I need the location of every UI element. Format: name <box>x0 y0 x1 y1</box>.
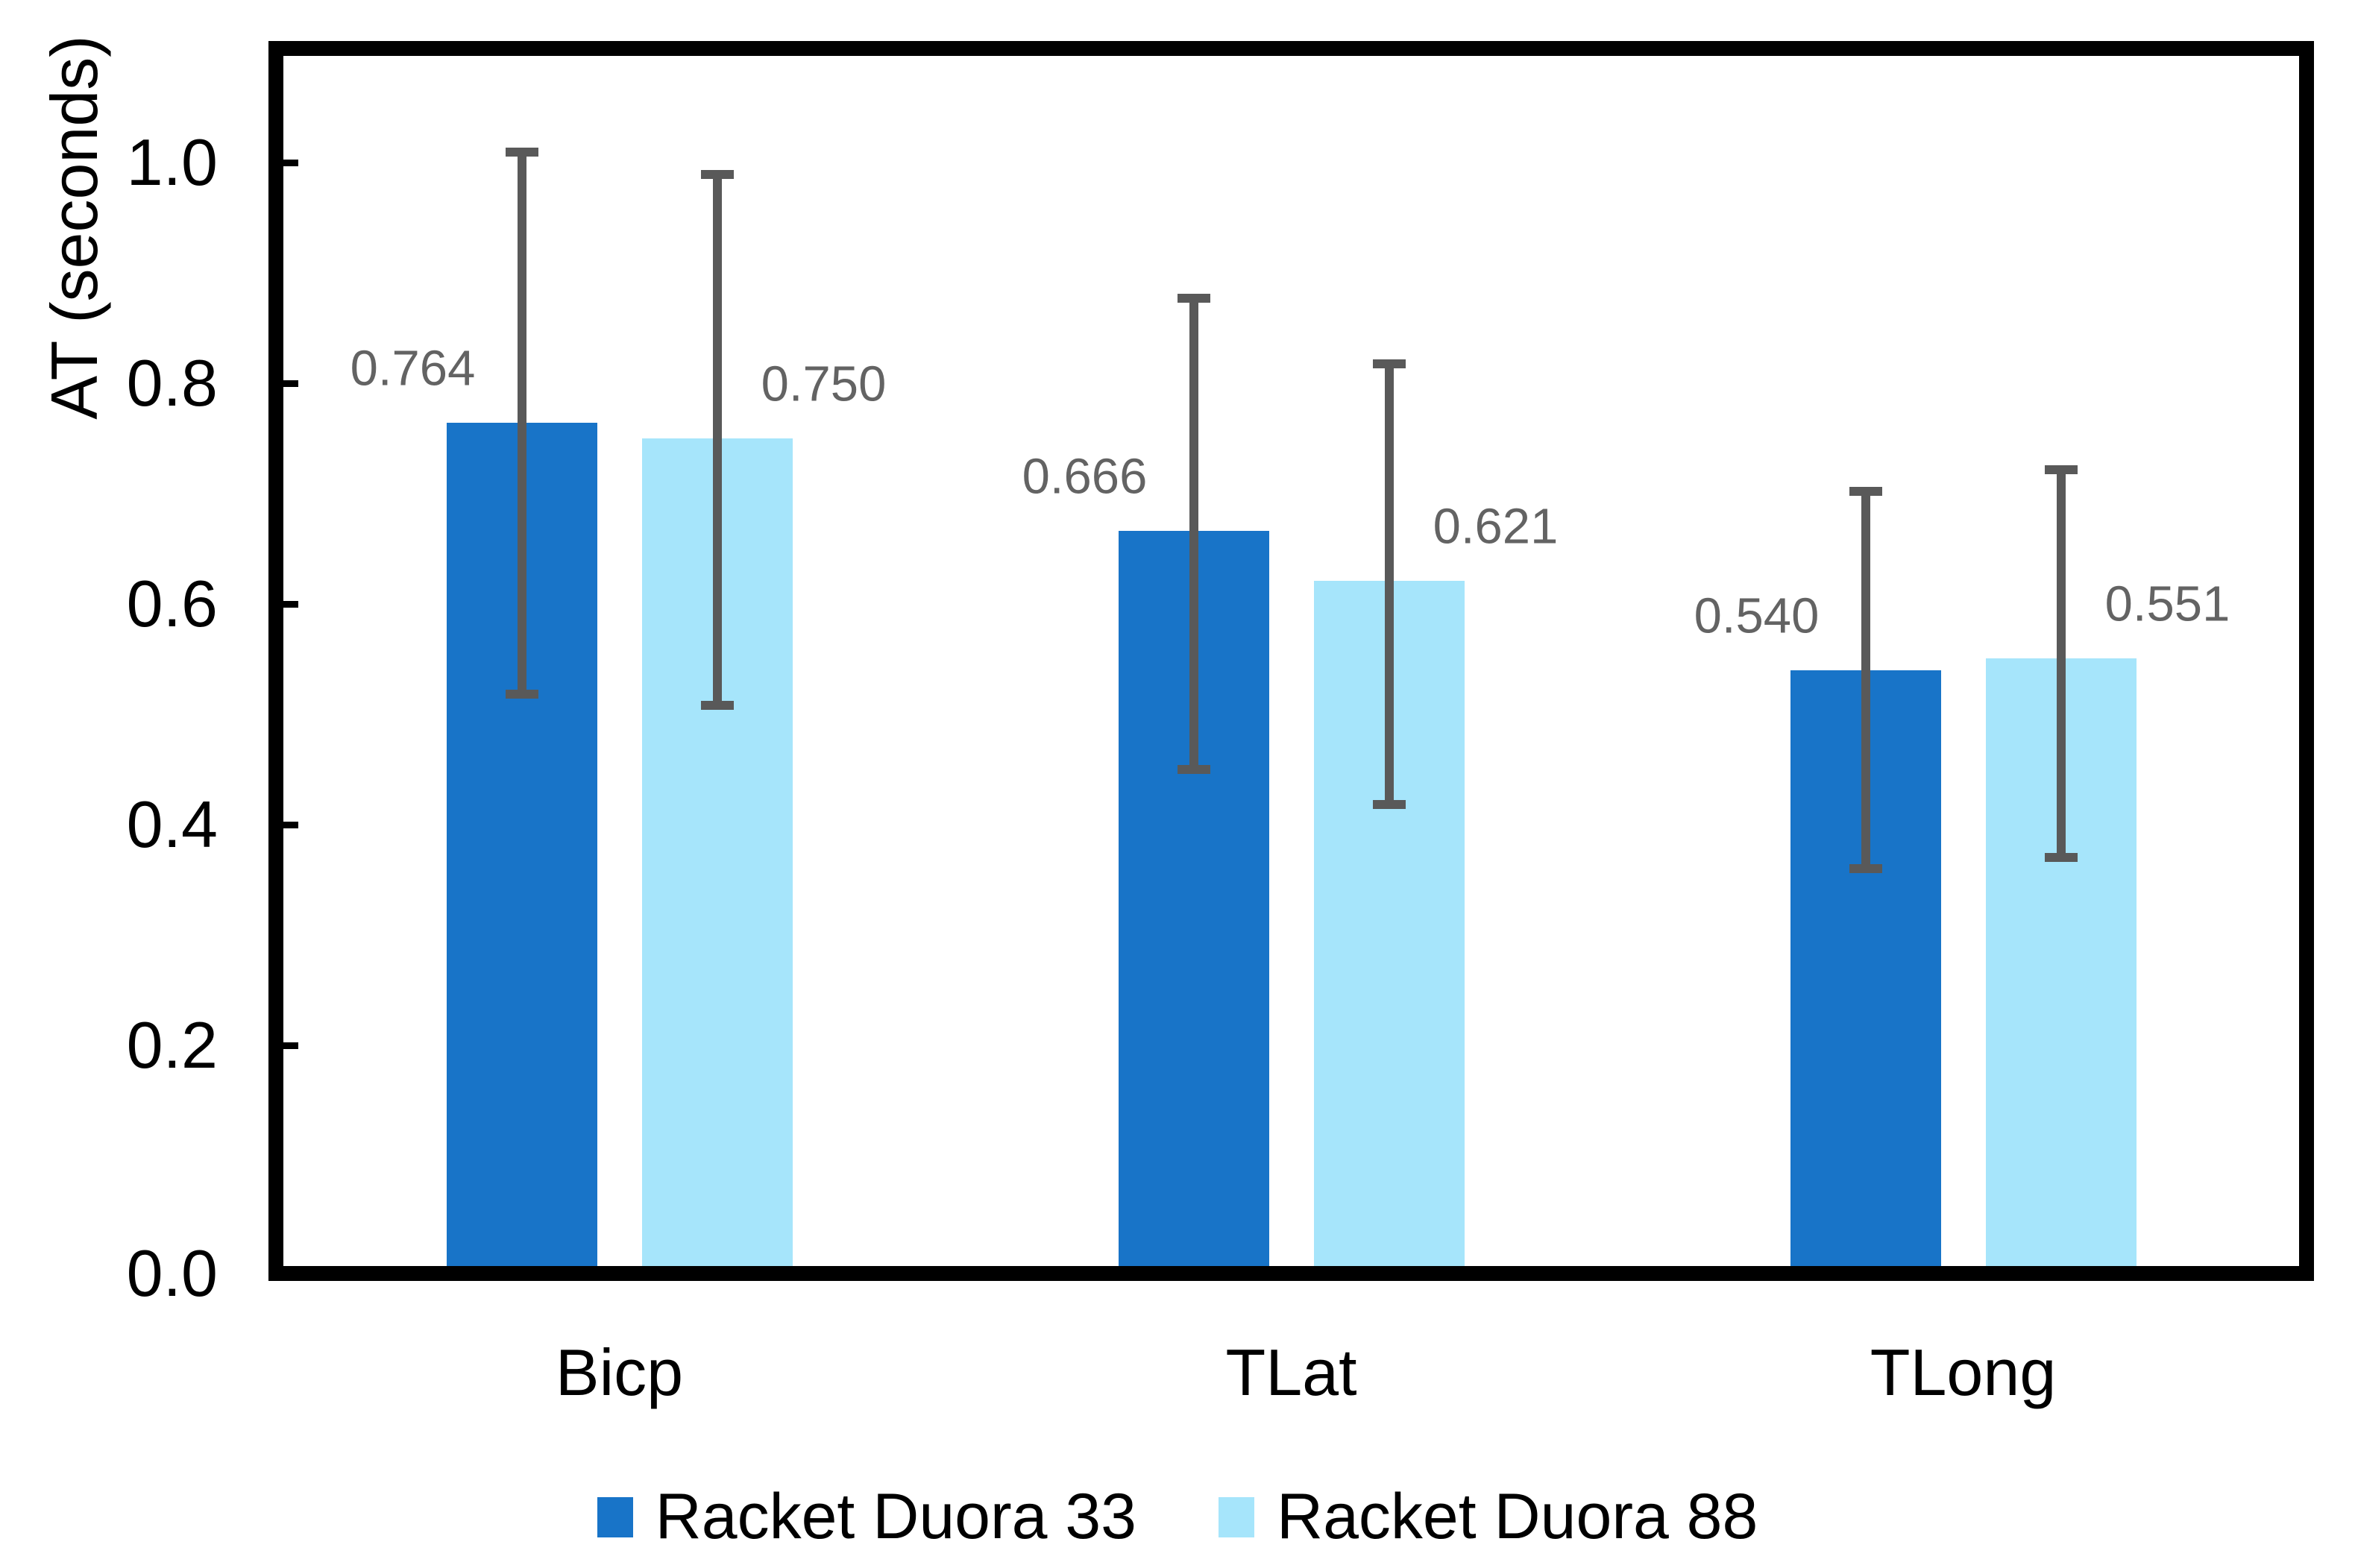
error-bar-line <box>1861 490 1870 869</box>
category-label-tlong: TLong <box>1870 1335 2057 1409</box>
error-bar-line <box>1384 363 1394 805</box>
legend-swatch-icon <box>1219 1496 1254 1537</box>
legend-item: Racket Duora 33 <box>597 1480 1136 1554</box>
error-bar-line <box>1189 297 1198 769</box>
y-tick-label: 0.2 <box>126 1008 218 1082</box>
error-bar-line <box>517 151 526 695</box>
error-bar-cap-top <box>2044 465 2078 475</box>
category-label-tlat: TLat <box>1225 1335 1357 1409</box>
y-tick-label: 0.4 <box>126 787 218 861</box>
data-label: 0.750 <box>761 356 887 412</box>
y-tick-mark <box>283 1042 298 1049</box>
error-bar-cap-bottom <box>1177 765 1210 774</box>
legend-item: Racket Duora 88 <box>1219 1480 1758 1554</box>
legend-label: Racket Duora 33 <box>655 1481 1136 1552</box>
error-bar-line <box>712 173 722 706</box>
error-bar-line <box>2056 469 2066 858</box>
y-tick-label: 0.0 <box>126 1236 218 1310</box>
error-bar-cap-bottom <box>505 690 538 699</box>
data-label: 0.666 <box>1022 448 1148 505</box>
error-bar-cap-bottom <box>1372 800 1406 810</box>
y-tick-label: 1.0 <box>126 125 218 199</box>
plot-area <box>268 41 2314 1281</box>
legend: Racket Duora 33 Racket Duora 88 <box>0 1480 2355 1554</box>
error-bar-cap-bottom <box>2044 853 2078 863</box>
error-bar-cap-top <box>1177 293 1210 303</box>
data-label: 0.540 <box>1694 588 1820 644</box>
error-bar-cap-bottom <box>1849 864 1882 874</box>
error-bar-cap-top <box>1372 359 1406 369</box>
error-bar-cap-bottom <box>700 701 734 711</box>
category-label-bicp: Bicp <box>555 1335 684 1409</box>
error-bar-cap-top <box>1849 486 1882 496</box>
error-bar-cap-top <box>700 169 734 179</box>
legend-swatch-icon <box>597 1496 633 1537</box>
y-tick-label: 0.6 <box>126 567 218 640</box>
data-label: 0.621 <box>1433 498 1559 555</box>
y-tick-mark <box>283 601 298 608</box>
data-label: 0.551 <box>2104 576 2230 632</box>
legend-label: Racket Duora 88 <box>1277 1481 1758 1552</box>
error-bar-cap-top <box>505 148 538 157</box>
y-tick-mark <box>283 160 298 166</box>
data-label: 0.764 <box>350 340 476 397</box>
y-tick-mark <box>283 380 298 387</box>
y-tick-mark <box>283 822 298 828</box>
y-tick-label: 0.8 <box>126 346 218 420</box>
